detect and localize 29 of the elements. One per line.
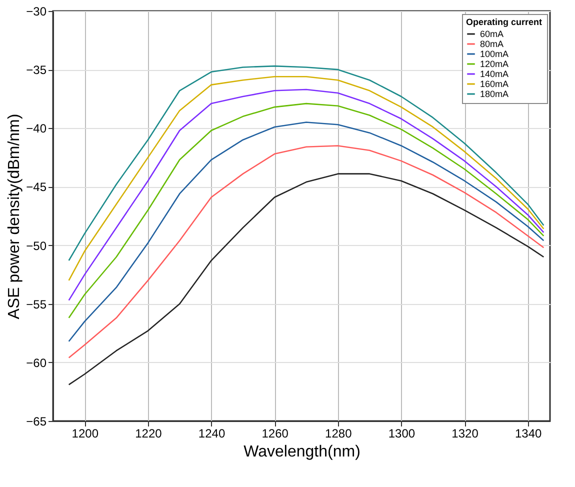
y-tick-label: −40 <box>26 122 47 136</box>
legend-label: 120mA <box>480 59 509 69</box>
x-tick-label: 1300 <box>388 426 416 440</box>
y-tick-label: −35 <box>26 63 47 78</box>
line-series <box>68 122 544 342</box>
x-axis-title: Wavelength(nm) <box>244 444 360 460</box>
legend-label: 180mA <box>480 89 509 99</box>
y-tick-label: −45 <box>26 180 47 194</box>
y-tick-label: −55 <box>26 297 47 312</box>
x-tick-label: 1280 <box>325 426 352 440</box>
x-tick-label: 1220 <box>135 426 162 440</box>
x-tick-label: 1260 <box>262 426 289 440</box>
line-series <box>68 173 544 386</box>
line-series <box>68 145 544 358</box>
legend-label: 140mA <box>480 69 509 79</box>
y-axis-title: ASE power density(dBm/nm) <box>6 114 24 320</box>
legend-label: 100mA <box>480 49 509 59</box>
x-tick-label: 1320 <box>452 426 479 440</box>
legend-label: 160mA <box>480 79 509 89</box>
x-tick-label: 1340 <box>514 426 542 440</box>
legend-label: 60mA <box>480 29 504 39</box>
y-tick-label: −60 <box>26 356 47 370</box>
legend-title: Operating current <box>466 17 542 27</box>
x-tick-label: 1240 <box>198 426 226 440</box>
x-tick-label: 1200 <box>72 426 99 440</box>
y-tick-label: −30 <box>26 4 47 18</box>
y-tick-label: −65 <box>26 414 47 428</box>
y-tick-label: −50 <box>26 238 47 253</box>
legend-label: 80mA <box>480 39 504 49</box>
